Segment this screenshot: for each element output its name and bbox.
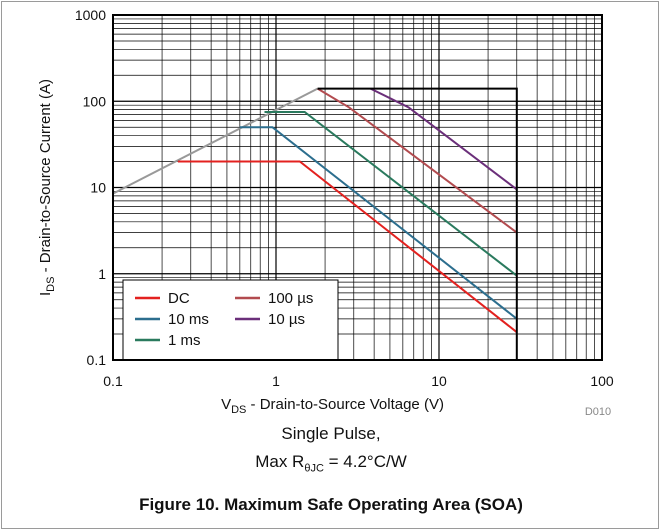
legend-label: DC (168, 290, 190, 307)
legend-label: 10 ms (168, 311, 209, 328)
series-line-10-s (370, 87, 518, 191)
legend-label: 100 µs (268, 290, 313, 307)
y-tick-label: 10 (90, 180, 106, 196)
y-tick-label: 0.1 (87, 352, 107, 368)
x-axis-label: VDS - Drain-to-Source Voltage (V) (221, 396, 444, 416)
legend-label: 10 µs (268, 311, 305, 328)
rdson-limit-line (112, 87, 319, 195)
y-axis-label: IDS - Drain-to-Source Current (A) (37, 79, 57, 296)
soa-boundary-line (317, 87, 518, 360)
axis-label-subscript: DS (231, 404, 246, 416)
y-tick-label: 1000 (75, 7, 106, 23)
x-tick-label: 1 (272, 373, 280, 389)
caption-line-1: Single Pulse, (281, 424, 381, 443)
legend: DC 10 ms 1 ms 100 µs 10 µs (135, 290, 313, 349)
series-line-dc (177, 160, 518, 333)
axis-label-subscript: DS (45, 277, 57, 292)
axis-label-text: - Drain-to-Source Current (A) (37, 79, 54, 277)
caption-line-2: Max RθJC = 4.2°C/W (0, 452, 662, 474)
series-line-100-s (317, 87, 518, 234)
axis-label-symbol: V (221, 396, 231, 413)
caption-rth-prefix: Max R (255, 452, 305, 471)
y-tick-label: 1 (98, 266, 106, 282)
plot-border (112, 14, 603, 361)
series-layer (112, 87, 518, 361)
figure-title: Figure 10. Maximum Safe Operating Area (… (139, 495, 523, 514)
legend-label: 1 ms (168, 332, 201, 349)
x-tick-label: 0.1 (103, 373, 123, 389)
x-tick-label: 10 (431, 373, 447, 389)
series-line-10-ms (239, 126, 518, 320)
axis-label-text: - Drain-to-Source Voltage (V) (246, 396, 444, 413)
figure-code: D010 (585, 406, 611, 418)
tick-labels: 0.1 1 10 100 0.1 1 10 100 1000 (75, 7, 614, 389)
y-tick-label: 100 (83, 93, 107, 109)
caption-rth-value: = 4.2°C/W (323, 452, 407, 471)
axis-label-symbol: I (37, 292, 54, 296)
x-tick-label: 100 (590, 373, 614, 389)
caption-rth-sub: θJC (304, 462, 324, 475)
soa-chart: 0.1 1 10 100 0.1 1 10 100 1000 DC 10 ms 1 ms 100 µs… (37, 7, 614, 418)
series-line-1-ms (264, 111, 518, 277)
